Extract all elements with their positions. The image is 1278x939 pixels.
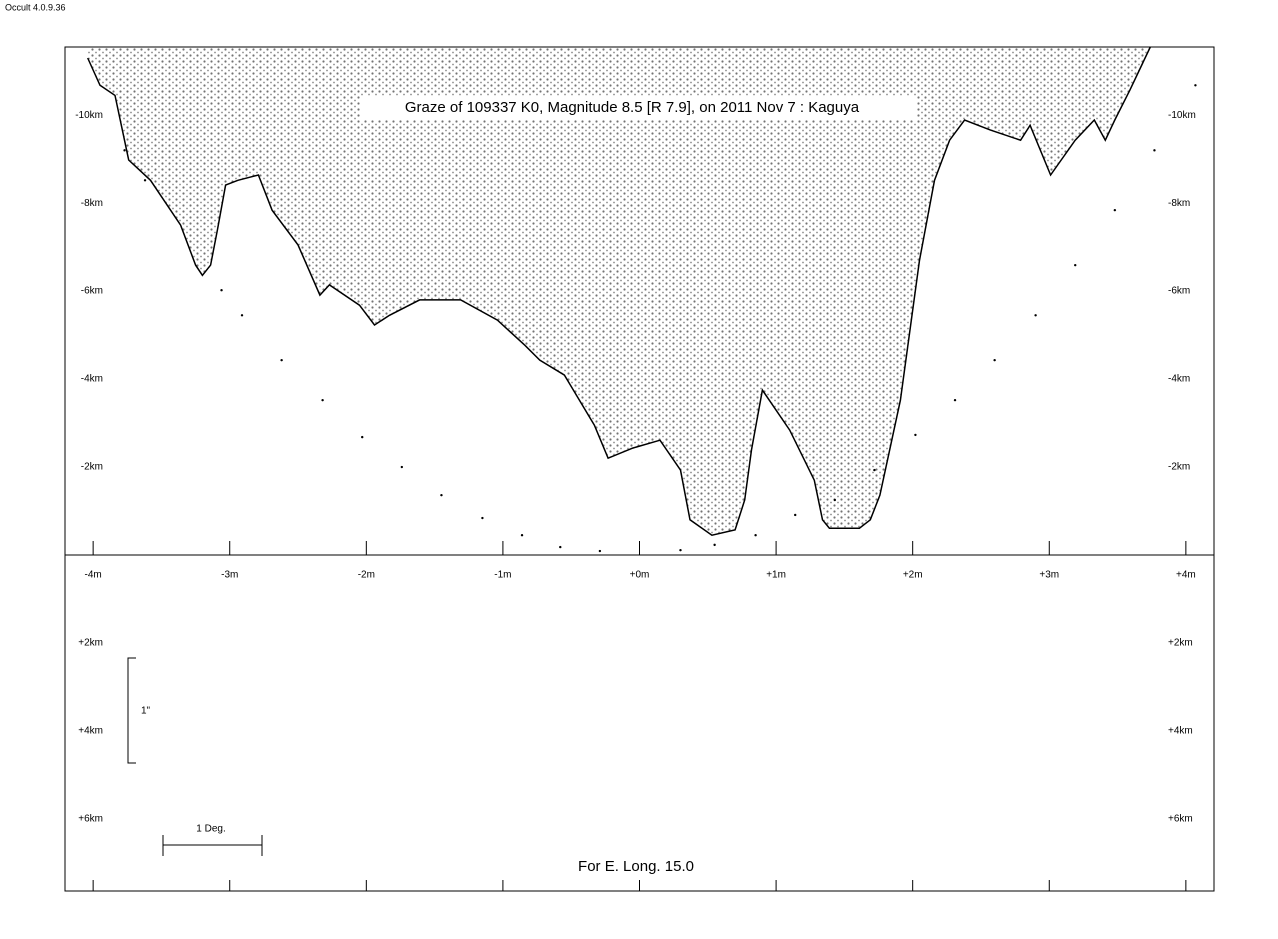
plot-area: -10km -10km -8km -8km -6km -6km -4km -4km -2km -2…: [65, 46, 1214, 891]
limb-dot: [993, 358, 996, 362]
y-tick-label-left: -6km: [81, 286, 103, 297]
x-tick-label: +3m: [1039, 570, 1059, 581]
limb-dot: [481, 516, 484, 520]
limb-dot: [321, 398, 324, 402]
limb-dot: [123, 149, 126, 152]
limb-dot: [754, 533, 757, 537]
limb-dot: [280, 358, 283, 362]
x-tick-label: +0m: [630, 570, 650, 581]
limb-dot: [400, 465, 404, 469]
limb-dot: [1153, 149, 1156, 152]
y-tick-label-left: -2km: [81, 462, 103, 473]
y-tick-label-right: -8km: [1168, 198, 1190, 209]
horizontal-scale-bar: [162, 835, 263, 856]
y-tick-label-left: +6km: [78, 814, 103, 825]
x-tick-label: +4m: [1176, 570, 1196, 581]
app-label: Occult 4.0.9.36: [5, 2, 66, 12]
chart-title: Graze of 109337 K0, Magnitude 8.5 [R 7.9…: [405, 99, 860, 116]
limb-dot: [520, 533, 524, 537]
y-tick-label-right: -10km: [1168, 110, 1196, 121]
limb-dot: [598, 549, 602, 553]
y-tick-label-left: +4km: [78, 726, 103, 737]
limb-dot: [833, 498, 837, 502]
limb-dot: [914, 433, 917, 437]
limb-dot: [240, 314, 244, 317]
limb-dot: [794, 513, 797, 517]
limb-dot: [1034, 314, 1037, 317]
x-tick-label: +1m: [766, 570, 786, 581]
limb-dot: [873, 468, 876, 472]
limb-dot: [713, 543, 716, 547]
limb-dot: [440, 493, 443, 497]
horizontal-scale-label: 1 Deg.: [196, 824, 225, 835]
y-tick-label-left: -8km: [81, 198, 103, 209]
x-tick-label: -4m: [85, 570, 102, 581]
limb-dot: [220, 289, 223, 292]
limb-dot: [679, 548, 682, 552]
title-background: [360, 96, 916, 120]
y-tick-label-right: +2km: [1168, 638, 1193, 649]
limb-dot: [1074, 263, 1077, 267]
y-tick-label-left: +2km: [78, 638, 103, 649]
plot-frame: [64, 46, 1215, 892]
limb-dot: [1194, 84, 1197, 87]
y-tick-label-right: -6km: [1168, 286, 1190, 297]
limb-dot: [1113, 208, 1117, 212]
limb-dot: [361, 435, 364, 439]
y-tick-label-right: -4km: [1168, 374, 1190, 385]
x-tick-label: -1m: [494, 570, 511, 581]
limb-dot: [953, 398, 957, 402]
vertical-scale-bar: [127, 657, 136, 764]
y-tick-label-right: -2km: [1168, 462, 1190, 473]
footer-label: For E. Long. 15.0: [578, 858, 694, 875]
y-tick-label-right: +6km: [1168, 814, 1193, 825]
profile-line: [87, 46, 1151, 537]
vertical-scale-label: 1": [141, 706, 151, 717]
y-tick-label-left: -4km: [81, 374, 103, 385]
limb-dot: [143, 179, 147, 182]
profile-area: [87, 47, 1151, 536]
y-tick-label-right: +4km: [1168, 726, 1193, 737]
x-tick-label: -2m: [358, 570, 375, 581]
x-tick-label: -3m: [221, 570, 238, 581]
x-tick-label: +2m: [903, 570, 923, 581]
y-tick-label-left: -10km: [75, 110, 103, 121]
limb-dot: [559, 545, 562, 549]
